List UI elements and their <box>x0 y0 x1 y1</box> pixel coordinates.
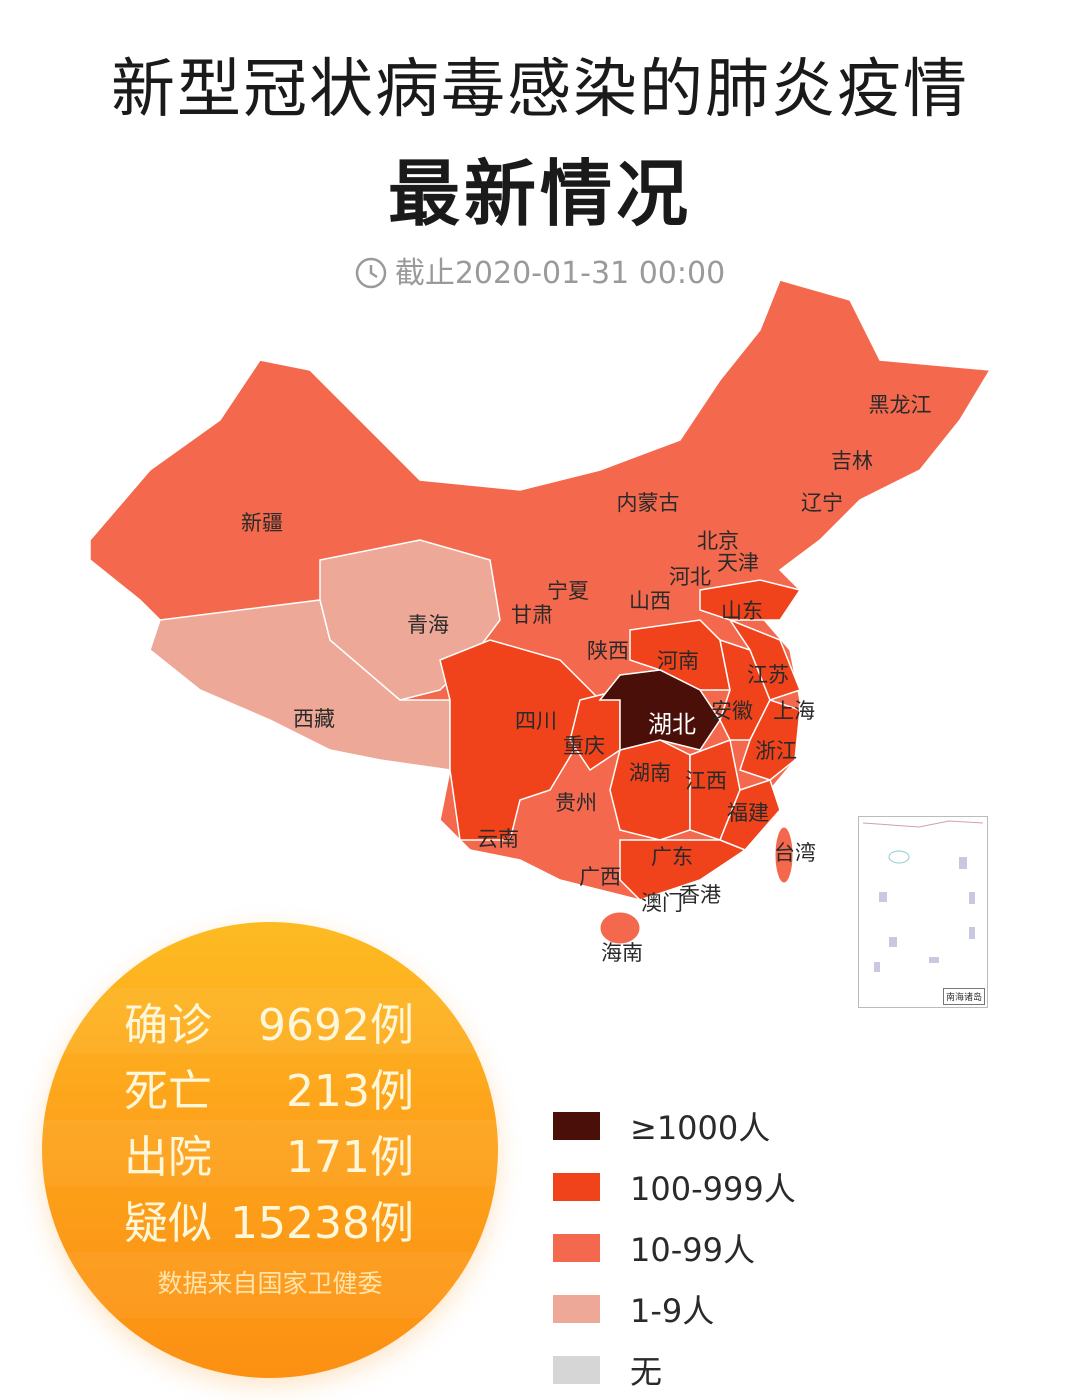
province-广东 <box>619 839 747 901</box>
province-label: 内蒙古 <box>616 491 680 515</box>
province-label: 安徽 <box>711 699 753 723</box>
timestamp: 截止2020-01-31 00:00 <box>0 248 1080 292</box>
timestamp-text: 截止2020-01-31 00:00 <box>394 256 726 291</box>
province-label: 河北 <box>669 565 711 589</box>
province-label: 香港 <box>679 883 721 907</box>
province-台湾 <box>774 826 794 884</box>
province-label: 湖南 <box>629 761 671 785</box>
province-湖南 <box>609 739 691 841</box>
province-label: 河南 <box>657 649 699 673</box>
stat-suspected: 疑似 15238例 <box>124 1198 414 1249</box>
province-label: 江西 <box>685 769 727 793</box>
legend-swatch <box>553 1294 600 1323</box>
province-label: 浙江 <box>755 739 797 763</box>
province-浙江 <box>739 699 801 781</box>
page-title: 新型冠状病毒感染的肺炎疫情 <box>111 53 969 127</box>
province-label: 辽宁 <box>801 491 843 515</box>
province-label: 吉林 <box>831 449 873 473</box>
province-label: 青海 <box>407 613 449 637</box>
province-河南 <box>629 619 731 691</box>
province-label: 天津 <box>717 551 759 575</box>
china-map <box>89 279 992 945</box>
legend-item: ≥1000人 <box>553 1095 796 1156</box>
stat-discharged: 出院 171例 <box>124 1132 414 1183</box>
province-label: 澳门 <box>641 891 683 915</box>
province-福建 <box>719 779 781 851</box>
province-label: 广东 <box>651 845 693 869</box>
legend-swatch <box>553 1355 600 1384</box>
province-label: 台湾 <box>774 841 816 865</box>
province-label: 西藏 <box>293 707 335 731</box>
legend-item: 100-999人 <box>553 1156 796 1217</box>
province-label: 江苏 <box>747 663 789 687</box>
province-label: 云南 <box>477 827 519 851</box>
province-label: 甘肃 <box>511 603 553 627</box>
province-label: 山东 <box>721 599 763 623</box>
page-subtitle: 最新情况 <box>387 152 692 236</box>
inset-islands <box>862 820 984 972</box>
province-label: 贵州 <box>555 791 597 815</box>
province-label: 黑龙江 <box>868 393 932 417</box>
province-江苏 <box>728 618 801 701</box>
province-label: 广西 <box>579 865 621 889</box>
province-label: 宁夏 <box>547 579 589 603</box>
legend: ≥1000人 100-999人 10-99人 1-9人 无 <box>553 1095 796 1400</box>
stat-confirmed: 确诊 9692例 <box>124 1000 414 1051</box>
data-source: 数据来自国家卫健委 <box>157 1269 383 1298</box>
province-label: 福建 <box>727 801 769 825</box>
legend-item: 无 <box>553 1339 796 1400</box>
legend-item: 10-99人 <box>553 1217 796 1278</box>
legend-swatch <box>553 1233 600 1262</box>
province-label: 湖北 <box>648 710 696 739</box>
legend-item: 1-9人 <box>553 1278 796 1339</box>
province-海南 <box>599 911 641 945</box>
legend-swatch <box>553 1172 600 1201</box>
province-label: 北京 <box>697 529 739 553</box>
stats-circle: 确诊 9692例 死亡 213例 出院 171例 疑似 15238例 数据来自国家卫健委 <box>42 922 498 1378</box>
province-四川 <box>439 639 601 841</box>
province-label: 山西 <box>629 589 671 613</box>
province-label: 上海 <box>773 699 815 723</box>
country-outline <box>89 279 992 901</box>
clock-icon <box>355 257 387 289</box>
south-china-sea-inset: 南海诸岛 <box>858 816 988 1008</box>
stat-deaths: 死亡 213例 <box>124 1066 414 1117</box>
inset-label: 南海诸岛 <box>942 988 985 1005</box>
province-label: 海南 <box>601 941 643 965</box>
province-label: 新疆 <box>241 511 283 535</box>
province-湖北 <box>598 669 721 751</box>
legend-swatch <box>553 1111 600 1140</box>
province-label: 四川 <box>515 709 557 733</box>
province-label: 陕西 <box>587 639 629 663</box>
province-山东 <box>699 579 802 621</box>
province-label: 重庆 <box>563 734 605 758</box>
